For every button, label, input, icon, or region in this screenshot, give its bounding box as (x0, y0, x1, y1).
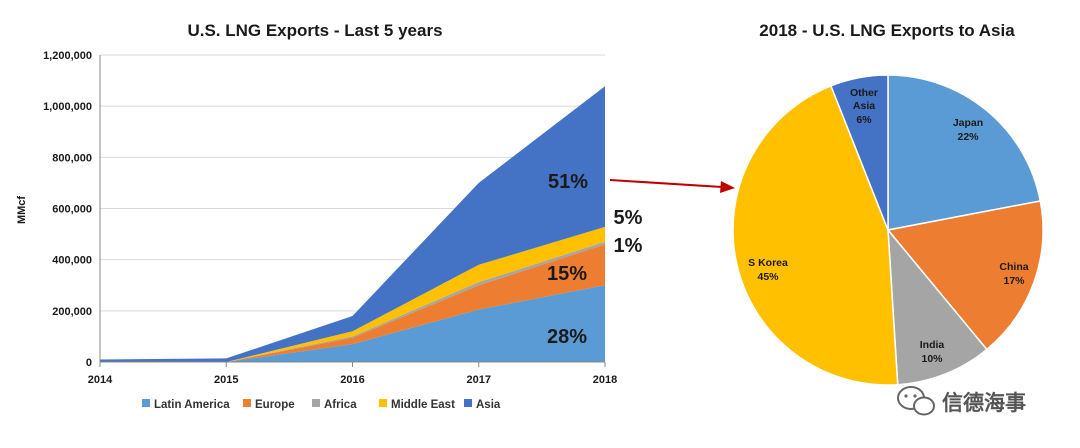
area-percent-label: 1% (614, 235, 643, 257)
legend-swatch (243, 399, 251, 407)
connector-arrow (609, 179, 735, 193)
pie-slice-china (886, 200, 1044, 351)
y-tick-label: 400,000 (52, 255, 92, 267)
pie-slice-india (887, 227, 988, 386)
watermark-text: 信德海事 (942, 391, 1026, 415)
x-tick-label: 2018 (593, 374, 617, 386)
area-percent-label: 5% (614, 207, 643, 229)
x-tick-labels: 2014 2015 2016 2017 2018 (88, 374, 617, 386)
legend-label: Africa (324, 399, 357, 411)
legend-swatch (379, 399, 387, 407)
area-axes (99, 55, 606, 367)
legend-item: Africa (312, 399, 357, 411)
y-axis-label: MMcf (16, 196, 28, 224)
area-percent-label: 51% (548, 171, 588, 193)
legend-label: Asia (476, 399, 501, 411)
pie-slice-s-korea (732, 84, 899, 386)
pie-slice-label: India 10% (920, 339, 945, 365)
y-tick-label: 800,000 (52, 152, 92, 164)
pie-slice-label: China 17% (999, 261, 1028, 287)
pie-slices (732, 74, 1044, 386)
pie-slice-label: S Korea 45% (748, 257, 788, 283)
legend-swatch (312, 399, 320, 407)
area-layers (100, 86, 605, 362)
legend-label: Europe (255, 399, 295, 411)
y-tick-label: 1,200,000 (43, 50, 92, 62)
legend-swatch (142, 399, 150, 407)
legend-item: Asia (464, 399, 501, 411)
pie-slice-japan (887, 74, 1042, 231)
x-tick-label: 2016 (340, 374, 364, 386)
pie-labels: Japan 22% China 17% India 10% S Korea 45% Other A… (748, 87, 1029, 365)
area-percent-label: 15% (547, 263, 587, 285)
wechat-icon (897, 386, 935, 416)
legend-label: Latin America (154, 399, 230, 411)
area-percent-label: 28% (547, 326, 587, 348)
legend-item: Latin America (142, 399, 230, 411)
y-tick-label: 200,000 (52, 306, 92, 318)
legend-label: Middle East (391, 399, 455, 411)
pie-slice-label: Japan 22% (953, 117, 983, 143)
area-gridlines (100, 54, 605, 363)
legend: Latin America Europe Africa Middle East Asia (142, 399, 501, 411)
arrow-head (720, 181, 735, 193)
pie-chart-title: 2018 - U.S. LNG Exports to Asia (759, 21, 1015, 40)
legend-item: Middle East (379, 399, 455, 411)
pie-slice-other-asia (829, 74, 889, 231)
legend-item: Europe (243, 399, 295, 411)
area-series-europe (100, 244, 605, 362)
area-series-asia (100, 86, 605, 362)
legend-swatch (464, 399, 472, 407)
x-tick-label: 2015 (214, 374, 238, 386)
y-tick-label: 0 (86, 357, 92, 369)
area-series-middle-east (100, 226, 605, 362)
y-tick-label: 600,000 (52, 204, 92, 216)
y-tick-label: 1,000,000 (43, 101, 92, 113)
pie-slice-label: Other Asia 6% (850, 87, 878, 126)
area-chart-title: U.S. LNG Exports - Last 5 years (187, 21, 442, 40)
y-tick-labels: 0 200,000 400,000 600,000 800,000 1,000,000 1,… (43, 50, 92, 369)
x-tick-label: 2014 (88, 374, 113, 386)
arrow-shaft (609, 179, 723, 188)
x-tick-label: 2017 (467, 374, 491, 386)
area-annotations: 51% 5% 1% 15% 28% (547, 171, 643, 348)
watermark: 信德海事 (897, 386, 1026, 416)
area-series-latin-america (100, 285, 605, 362)
